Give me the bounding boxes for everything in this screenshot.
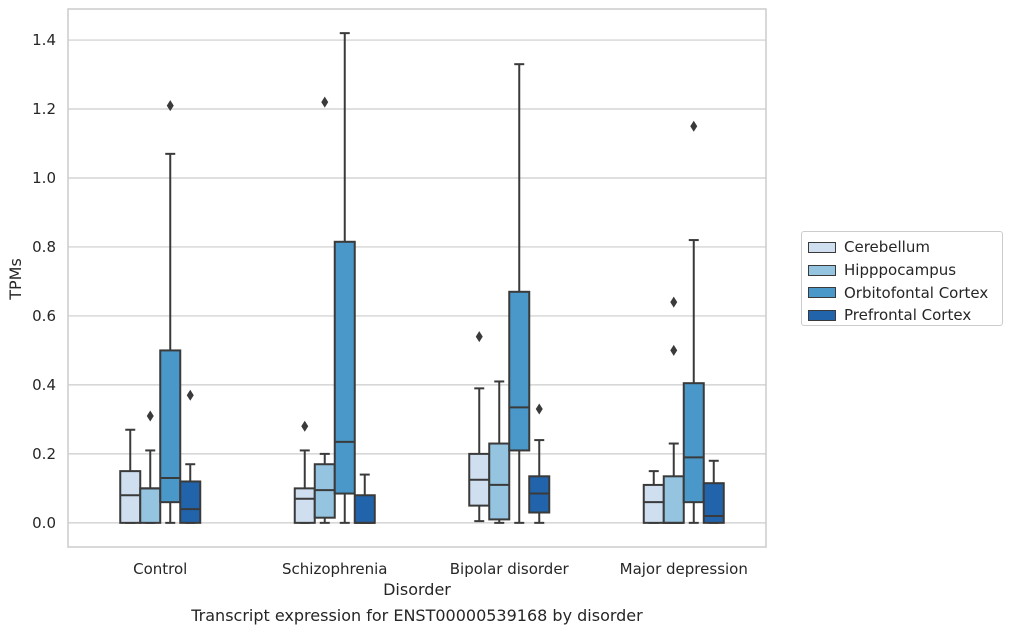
- box-body: [508, 290, 531, 452]
- legend-item: Prefrontal Cortex: [808, 304, 1002, 327]
- outlier-point: [166, 100, 174, 112]
- y-tick-label: 0.8: [32, 238, 56, 256]
- box-body: [702, 482, 725, 524]
- legend-item: Cerebellum: [808, 236, 1002, 259]
- x-tick-label: Schizophrenia: [282, 560, 387, 578]
- x-axis-title: Disorder: [383, 580, 451, 599]
- outlier-point: [146, 410, 154, 422]
- x-tick-label: Bipolar disorder: [450, 560, 570, 578]
- legend-swatch: [808, 264, 836, 276]
- outlier-point: [535, 403, 543, 415]
- box-body: [139, 487, 162, 524]
- y-tick-label: 0.4: [32, 376, 56, 394]
- box-body: [682, 382, 705, 504]
- legend-label: Prefrontal Cortex: [844, 306, 972, 325]
- legend-label: Cerebellum: [844, 238, 930, 257]
- y-tick-label: 1.4: [32, 31, 56, 49]
- box-body: [488, 442, 511, 521]
- box: [702, 459, 725, 524]
- y-tick-label: 1.2: [32, 100, 56, 118]
- box-body: [353, 494, 376, 524]
- box: [488, 380, 511, 524]
- x-axis-ticks: Control Schizophrenia Bipolar disorder Majo…: [133, 560, 748, 578]
- y-tick-label: 0.6: [32, 307, 56, 325]
- box-body: [119, 470, 142, 524]
- box: [528, 403, 551, 524]
- box: [353, 473, 376, 524]
- outlier-point: [475, 331, 483, 343]
- box: [468, 331, 491, 523]
- box: [293, 420, 316, 524]
- legend-label: Hipppocampus: [844, 261, 957, 280]
- outlier-point: [321, 96, 329, 108]
- boxes: [119, 32, 725, 524]
- box-body: [159, 349, 182, 504]
- box: [662, 296, 685, 524]
- y-tick-label: 0.0: [32, 514, 56, 532]
- y-axis-ticks: 0.0 0.2 0.4 0.6 0.8 1.0 1.2 1.4: [32, 31, 56, 532]
- box: [508, 63, 531, 524]
- box-body: [293, 487, 316, 524]
- legend-swatch: [808, 287, 836, 299]
- box: [682, 120, 705, 524]
- x-tick-label: Major depression: [620, 560, 748, 578]
- box: [159, 100, 182, 524]
- outlier-point: [690, 120, 698, 132]
- box-body: [333, 240, 356, 495]
- box: [119, 428, 142, 524]
- box: [179, 389, 202, 524]
- figure-caption: Transcript expression for ENST0000053916…: [191, 606, 643, 625]
- box: [313, 96, 336, 524]
- legend-label: Orbitofontal Cortex: [844, 283, 989, 302]
- outlier-point: [670, 296, 678, 308]
- grid-lines: [68, 39, 766, 524]
- legend: Cerebellum Hipppocampus Orbitofontal Corte…: [801, 231, 1003, 326]
- outlier-point: [670, 344, 678, 356]
- box-body: [642, 483, 665, 524]
- legend-swatch: [808, 241, 836, 253]
- legend-item: Orbitofontal Cortex: [808, 281, 1002, 304]
- outlier-point: [186, 389, 194, 401]
- y-tick-label: 1.0: [32, 169, 56, 187]
- box: [642, 470, 665, 524]
- plot-frame: [67, 8, 767, 548]
- box: [139, 410, 162, 524]
- x-tick-label: Control: [133, 560, 187, 578]
- y-axis-title: TPMs: [6, 258, 25, 301]
- legend-swatch: [808, 309, 836, 321]
- box: [333, 32, 356, 524]
- outlier-point: [301, 420, 309, 432]
- box-body: [662, 475, 685, 524]
- box-body: [179, 480, 202, 524]
- legend-item: Hipppocampus: [808, 259, 1002, 282]
- y-tick-label: 0.2: [32, 445, 56, 463]
